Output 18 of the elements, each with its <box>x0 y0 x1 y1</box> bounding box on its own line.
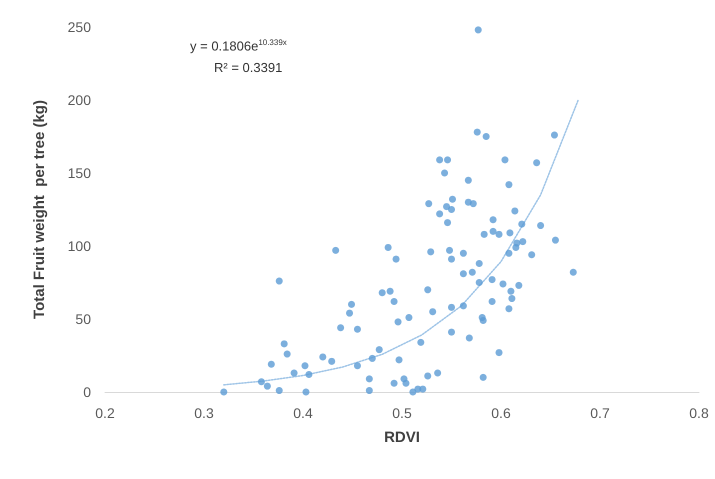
x-tick-label: 0.4 <box>293 405 313 421</box>
x-tick-label: 0.7 <box>590 405 610 421</box>
y-tick-label: 50 <box>75 311 92 327</box>
y-tick-label: 150 <box>68 165 92 181</box>
y-tick-label: 250 <box>68 19 92 35</box>
x-tick-label: 0.3 <box>194 405 214 421</box>
y-tick-label: 200 <box>68 92 92 108</box>
x-tick-label: 0.6 <box>491 405 511 421</box>
x-tick-label: 0.2 <box>95 405 115 421</box>
x-tick-label: 0.5 <box>392 405 412 421</box>
y-axis-title: Total Fruit weight per tree (kg) <box>31 100 48 319</box>
annotation: y = 0.1806e$^{10.339x}$ <box>190 38 287 54</box>
x-axis-title: RDVI <box>384 429 420 446</box>
x-tick-label: 0.8 <box>689 405 709 421</box>
annotation: R² = 0.3391 <box>214 60 282 75</box>
y-tick-label: 0 <box>83 384 92 400</box>
y-tick-label: 100 <box>68 238 92 254</box>
line-series <box>223 99 579 386</box>
